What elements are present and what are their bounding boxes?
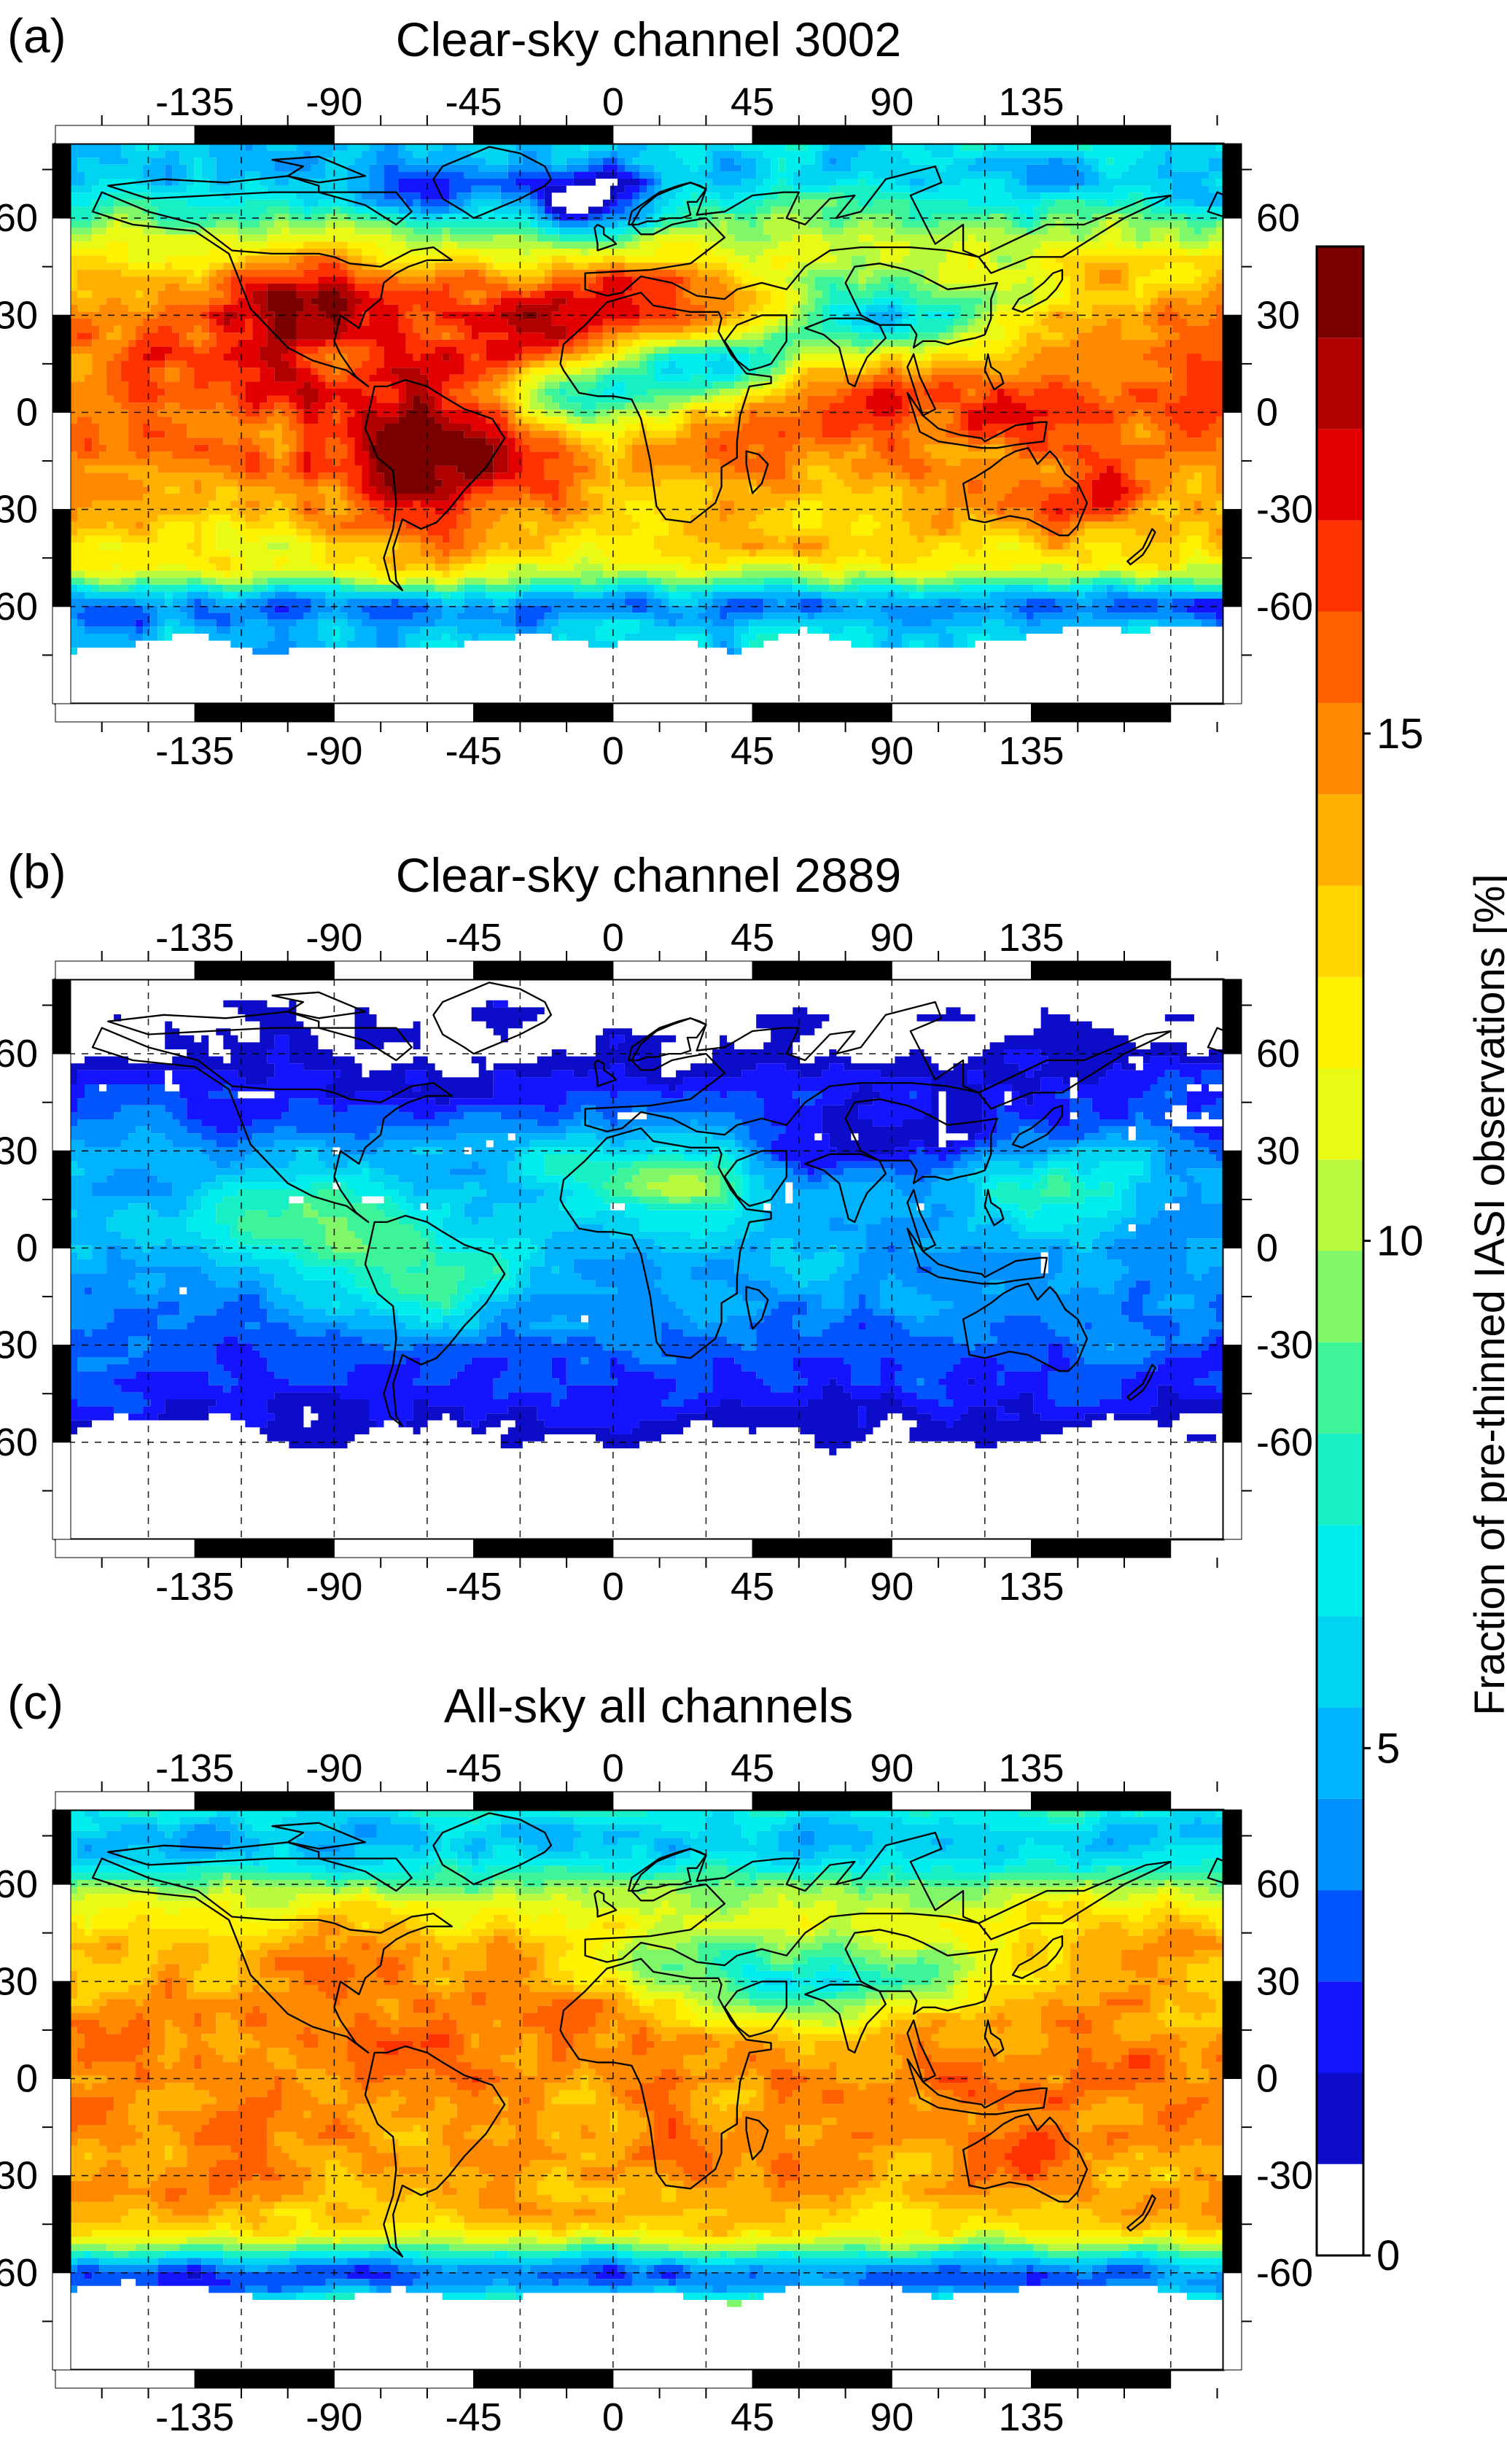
svg-text:0: 0 xyxy=(602,916,624,960)
svg-text:135: 135 xyxy=(998,916,1064,960)
svg-text:0: 0 xyxy=(602,80,624,124)
svg-text:-30: -30 xyxy=(0,2154,38,2198)
svg-text:-45: -45 xyxy=(445,80,502,124)
svg-text:30: 30 xyxy=(1256,1959,1300,2003)
svg-text:-45: -45 xyxy=(445,1746,502,1790)
svg-text:90: 90 xyxy=(870,729,914,773)
svg-text:0: 0 xyxy=(16,2057,38,2101)
svg-text:-45: -45 xyxy=(445,1565,502,1609)
svg-text:(a): (a) xyxy=(7,9,66,63)
svg-text:45: 45 xyxy=(731,729,774,773)
svg-text:-30: -30 xyxy=(0,1324,38,1367)
svg-text:60: 60 xyxy=(0,1862,38,1906)
svg-text:0: 0 xyxy=(16,391,38,435)
svg-text:0: 0 xyxy=(602,729,624,773)
svg-text:60: 60 xyxy=(1256,1862,1300,1906)
svg-text:-90: -90 xyxy=(305,1565,362,1609)
svg-text:90: 90 xyxy=(870,916,914,960)
svg-text:-90: -90 xyxy=(305,1746,362,1790)
svg-text:-90: -90 xyxy=(305,2395,362,2439)
svg-text:45: 45 xyxy=(731,1565,774,1609)
svg-text:90: 90 xyxy=(870,80,914,124)
svg-text:-60: -60 xyxy=(1256,2251,1313,2295)
svg-text:0: 0 xyxy=(602,1746,624,1790)
svg-text:-60: -60 xyxy=(0,585,38,629)
svg-text:0: 0 xyxy=(1256,391,1278,435)
svg-text:(b): (b) xyxy=(7,844,66,898)
svg-text:-30: -30 xyxy=(1256,1324,1313,1367)
svg-text:-135: -135 xyxy=(155,1565,234,1609)
svg-text:Fraction of pre-thinned IASI o: Fraction of pre-thinned IASI observation… xyxy=(1466,874,1507,1715)
svg-text:-90: -90 xyxy=(305,80,362,124)
svg-text:45: 45 xyxy=(731,916,774,960)
svg-text:0: 0 xyxy=(1256,2057,1278,2101)
svg-text:(c): (c) xyxy=(7,1675,63,1729)
svg-text:-30: -30 xyxy=(1256,488,1313,532)
svg-text:30: 30 xyxy=(0,293,38,337)
svg-text:-135: -135 xyxy=(155,1746,234,1790)
svg-text:30: 30 xyxy=(1256,1129,1300,1173)
svg-text:135: 135 xyxy=(998,2395,1064,2439)
svg-text:45: 45 xyxy=(731,80,774,124)
svg-text:-60: -60 xyxy=(0,1421,38,1464)
svg-text:All-sky all channels: All-sky all channels xyxy=(444,1679,853,1733)
svg-text:135: 135 xyxy=(998,1746,1064,1790)
svg-text:30: 30 xyxy=(0,1959,38,2003)
svg-text:-60: -60 xyxy=(1256,585,1313,629)
svg-text:60: 60 xyxy=(1256,196,1300,240)
svg-text:135: 135 xyxy=(998,80,1064,124)
svg-text:0: 0 xyxy=(1376,2232,1400,2280)
svg-text:90: 90 xyxy=(870,2395,914,2439)
svg-text:-45: -45 xyxy=(445,2395,502,2439)
svg-text:-45: -45 xyxy=(445,916,502,960)
svg-text:60: 60 xyxy=(0,1032,38,1076)
svg-text:-30: -30 xyxy=(0,488,38,532)
svg-text:45: 45 xyxy=(731,1746,774,1790)
svg-text:-135: -135 xyxy=(155,80,234,124)
svg-text:90: 90 xyxy=(870,1746,914,1790)
svg-text:Clear-sky channel 2889: Clear-sky channel 2889 xyxy=(396,848,901,902)
svg-text:15: 15 xyxy=(1376,710,1424,758)
svg-text:-60: -60 xyxy=(0,2251,38,2295)
svg-text:5: 5 xyxy=(1376,1725,1400,1772)
svg-text:Clear-sky channel 3002: Clear-sky channel 3002 xyxy=(396,12,901,66)
svg-text:-135: -135 xyxy=(155,2395,234,2439)
svg-text:-135: -135 xyxy=(155,729,234,773)
svg-text:135: 135 xyxy=(998,729,1064,773)
svg-text:60: 60 xyxy=(0,196,38,240)
svg-text:135: 135 xyxy=(998,1565,1064,1609)
svg-text:-135: -135 xyxy=(155,916,234,960)
svg-text:-90: -90 xyxy=(305,729,362,773)
svg-text:-90: -90 xyxy=(305,916,362,960)
svg-text:60: 60 xyxy=(1256,1032,1300,1076)
svg-text:30: 30 xyxy=(1256,293,1300,337)
svg-text:0: 0 xyxy=(602,1565,624,1609)
svg-text:30: 30 xyxy=(0,1129,38,1173)
svg-text:0: 0 xyxy=(1256,1227,1278,1270)
svg-text:-45: -45 xyxy=(445,729,502,773)
svg-text:10: 10 xyxy=(1376,1218,1424,1265)
svg-text:45: 45 xyxy=(731,2395,774,2439)
svg-text:90: 90 xyxy=(870,1565,914,1609)
svg-text:-60: -60 xyxy=(1256,1421,1313,1464)
svg-text:0: 0 xyxy=(602,2395,624,2439)
svg-text:0: 0 xyxy=(16,1227,38,1270)
svg-text:-30: -30 xyxy=(1256,2154,1313,2198)
